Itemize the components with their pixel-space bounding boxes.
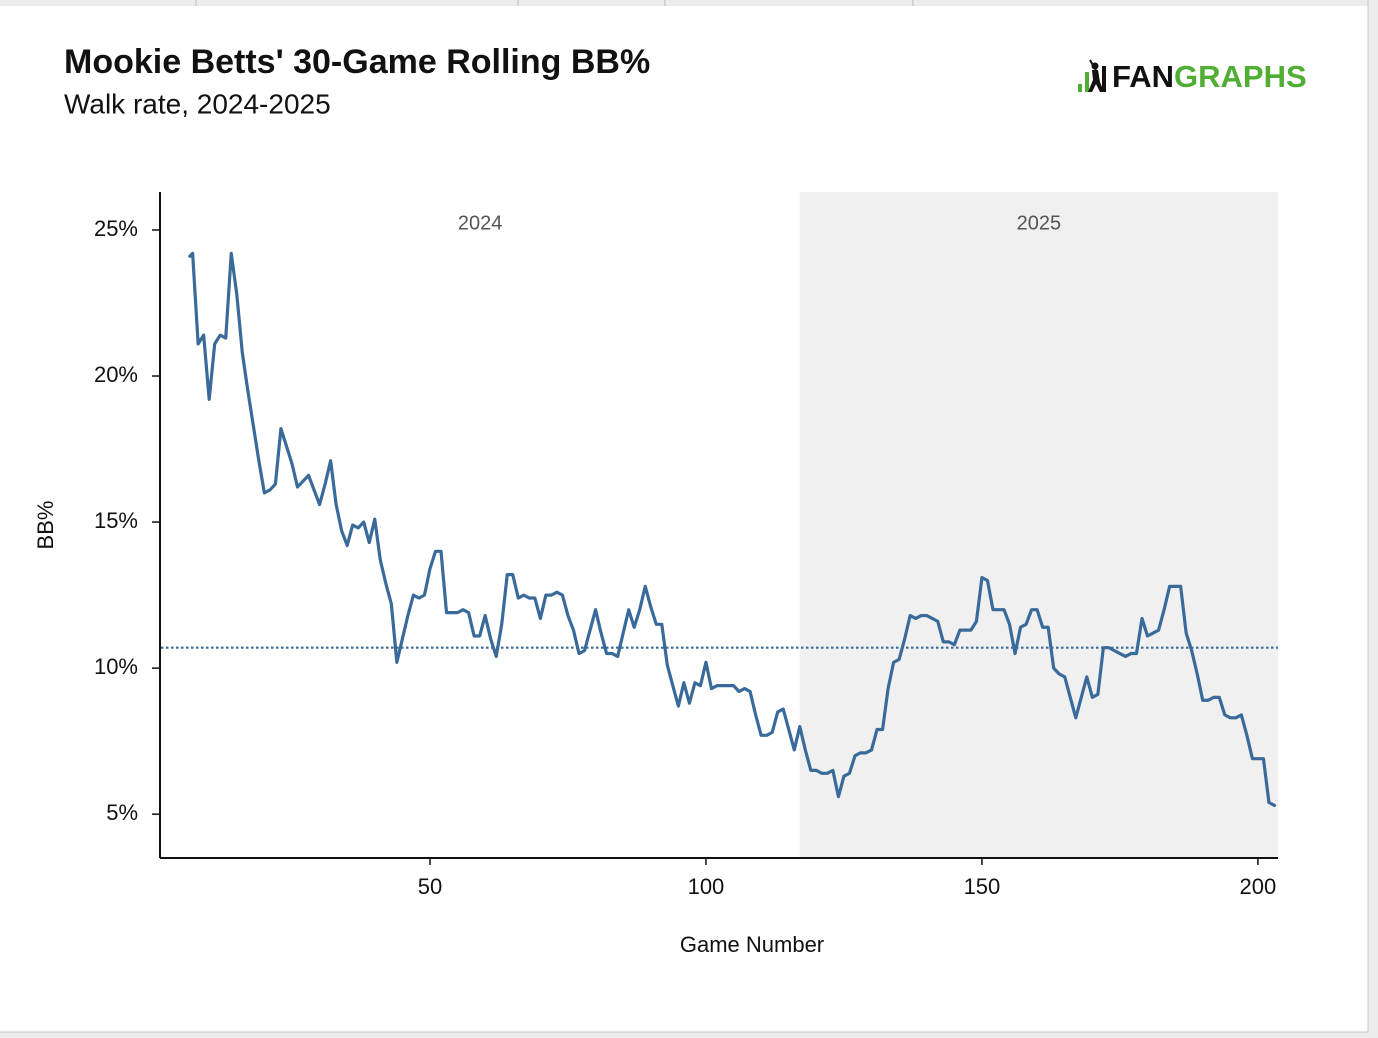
logo-part: FAN [1112,59,1174,94]
period-shade [799,192,1278,858]
period-label: 2025 [1017,212,1062,234]
window-top-bar [0,0,1378,6]
window-right-edge [1368,0,1378,1038]
y-tick-label: 25% [94,216,138,241]
logo-text: FANGRAPHS [1112,59,1307,94]
data-line [188,251,1277,808]
logo-part: GRAPHS [1174,59,1307,94]
y-tick-label: 15% [94,508,138,533]
logo-icon [1078,59,1106,92]
y-tick-label: 10% [94,654,138,679]
y-tick-label: 20% [94,362,138,387]
x-tick-label: 100 [688,874,725,899]
plot-area: 2024 2025 5% 10% 15% 20% 25% 50 100 150 200 [94,192,1278,899]
period-label: 2024 [458,212,503,234]
x-tick-label: 150 [964,874,1001,899]
x-axis-label: Game Number [680,932,824,957]
x-tick-label: 50 [418,874,442,899]
y-tick-label: 5% [106,800,138,825]
chart-subtitle: Walk rate, 2024-2025 [64,88,331,119]
y-axis-label: BB% [33,501,58,550]
chart-title: Mookie Betts' 30-Game Rolling BB% [64,43,650,81]
x-tick-label: 200 [1240,874,1277,899]
window-bottom-edge [0,1032,1378,1038]
